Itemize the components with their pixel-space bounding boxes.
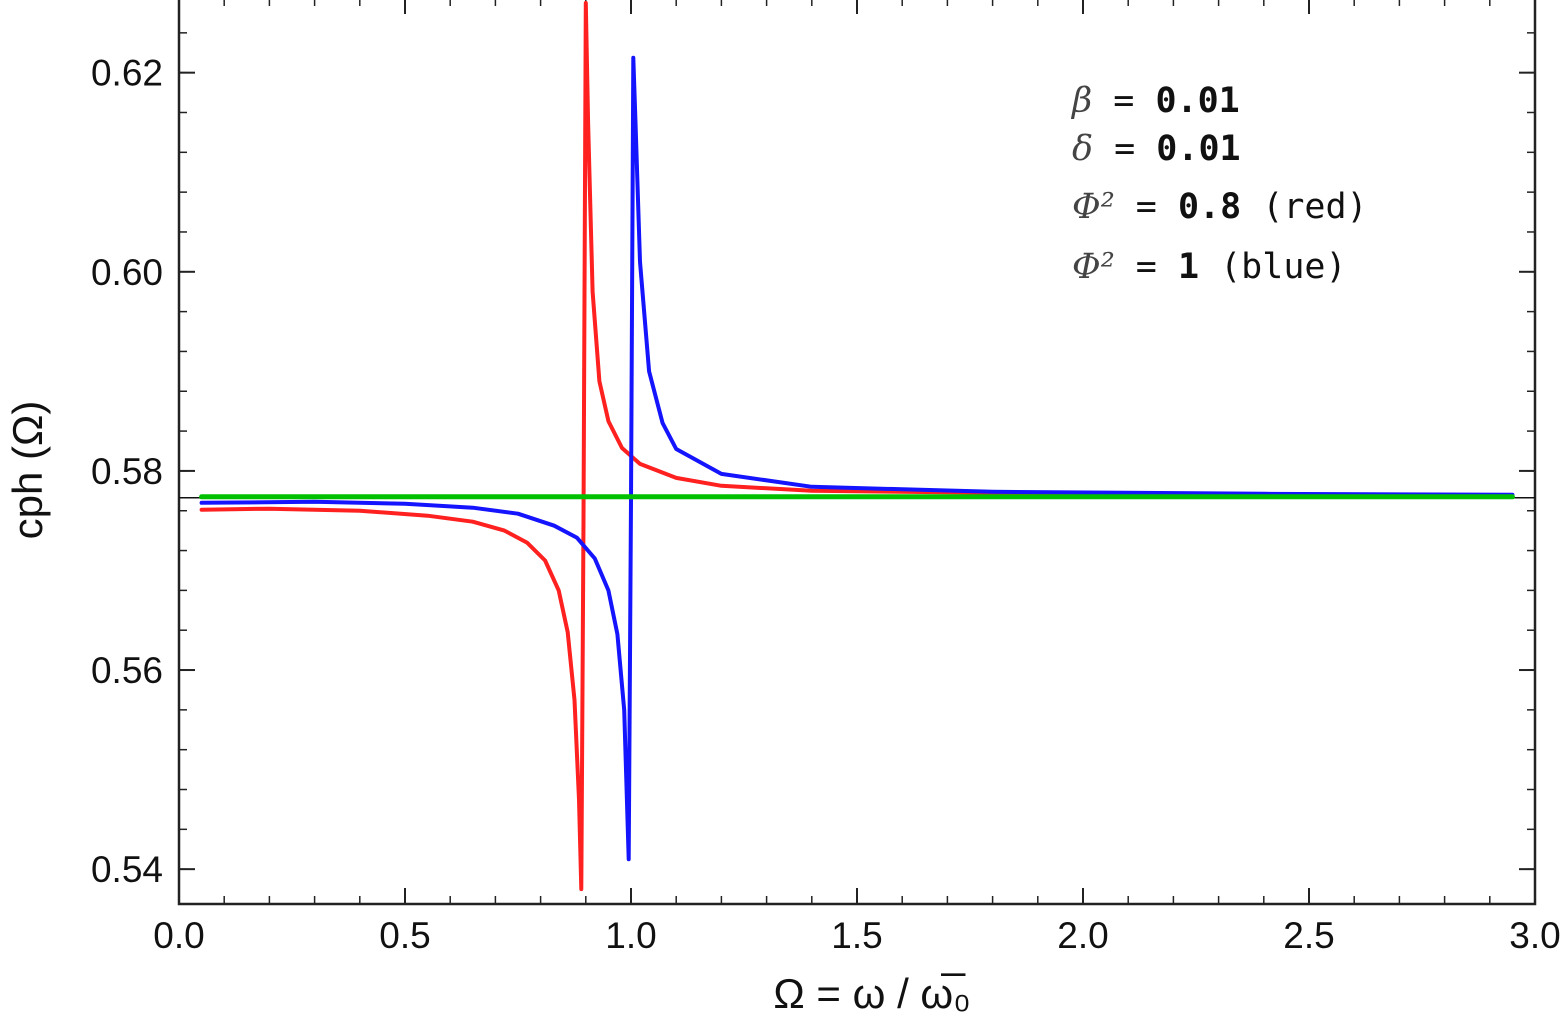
y-tick-label: 0.62 (91, 53, 163, 94)
parameter-line: β = 0.01 (1070, 81, 1240, 121)
blue-series-line (199, 55, 1515, 862)
y-tick-labels: 0.54 0.56 0.58 0.60 0.62 (91, 53, 163, 890)
y-axis-title: cph (Ω) (4, 401, 51, 540)
red-series-line (199, 1, 1515, 892)
x-tick-label: 0.5 (379, 915, 430, 956)
y-tick-label: 0.60 (91, 252, 163, 293)
y-tick-label: 0.56 (91, 650, 163, 691)
x-tick-label: 1.5 (831, 915, 882, 956)
parameter-line: Φ² = 1 (blue) (1072, 247, 1347, 287)
x-tick-label: 0.0 (153, 915, 204, 956)
parameter-line: δ = 0.01 (1072, 129, 1241, 169)
plot-frame (177, 0, 1537, 906)
x-tick-label: 1.0 (605, 915, 656, 956)
series-layer (199, 1, 1515, 892)
y-tick-label: 0.58 (91, 451, 163, 492)
minor-ticks (178, 0, 1536, 904)
parameter-legend: β = 0.01 δ = 0.01 Φ² = 0.8 (red) Φ² = 1 (bl… (1070, 81, 1368, 287)
major-ticks (178, 0, 1536, 904)
parameter-line: Φ² = 0.8 (red) (1072, 187, 1368, 227)
y-tick-label: 0.54 (91, 849, 163, 890)
x-tick-labels: 0.0 0.5 1.0 1.5 2.0 2.5 3.0 (153, 915, 1560, 956)
x-tick-label: 2.5 (1283, 915, 1334, 956)
x-tick-label: 2.0 (1057, 915, 1108, 956)
x-tick-label: 3.0 (1509, 915, 1560, 956)
x-axis-title: Ω = ω / ω̅₀ (773, 970, 970, 1016)
